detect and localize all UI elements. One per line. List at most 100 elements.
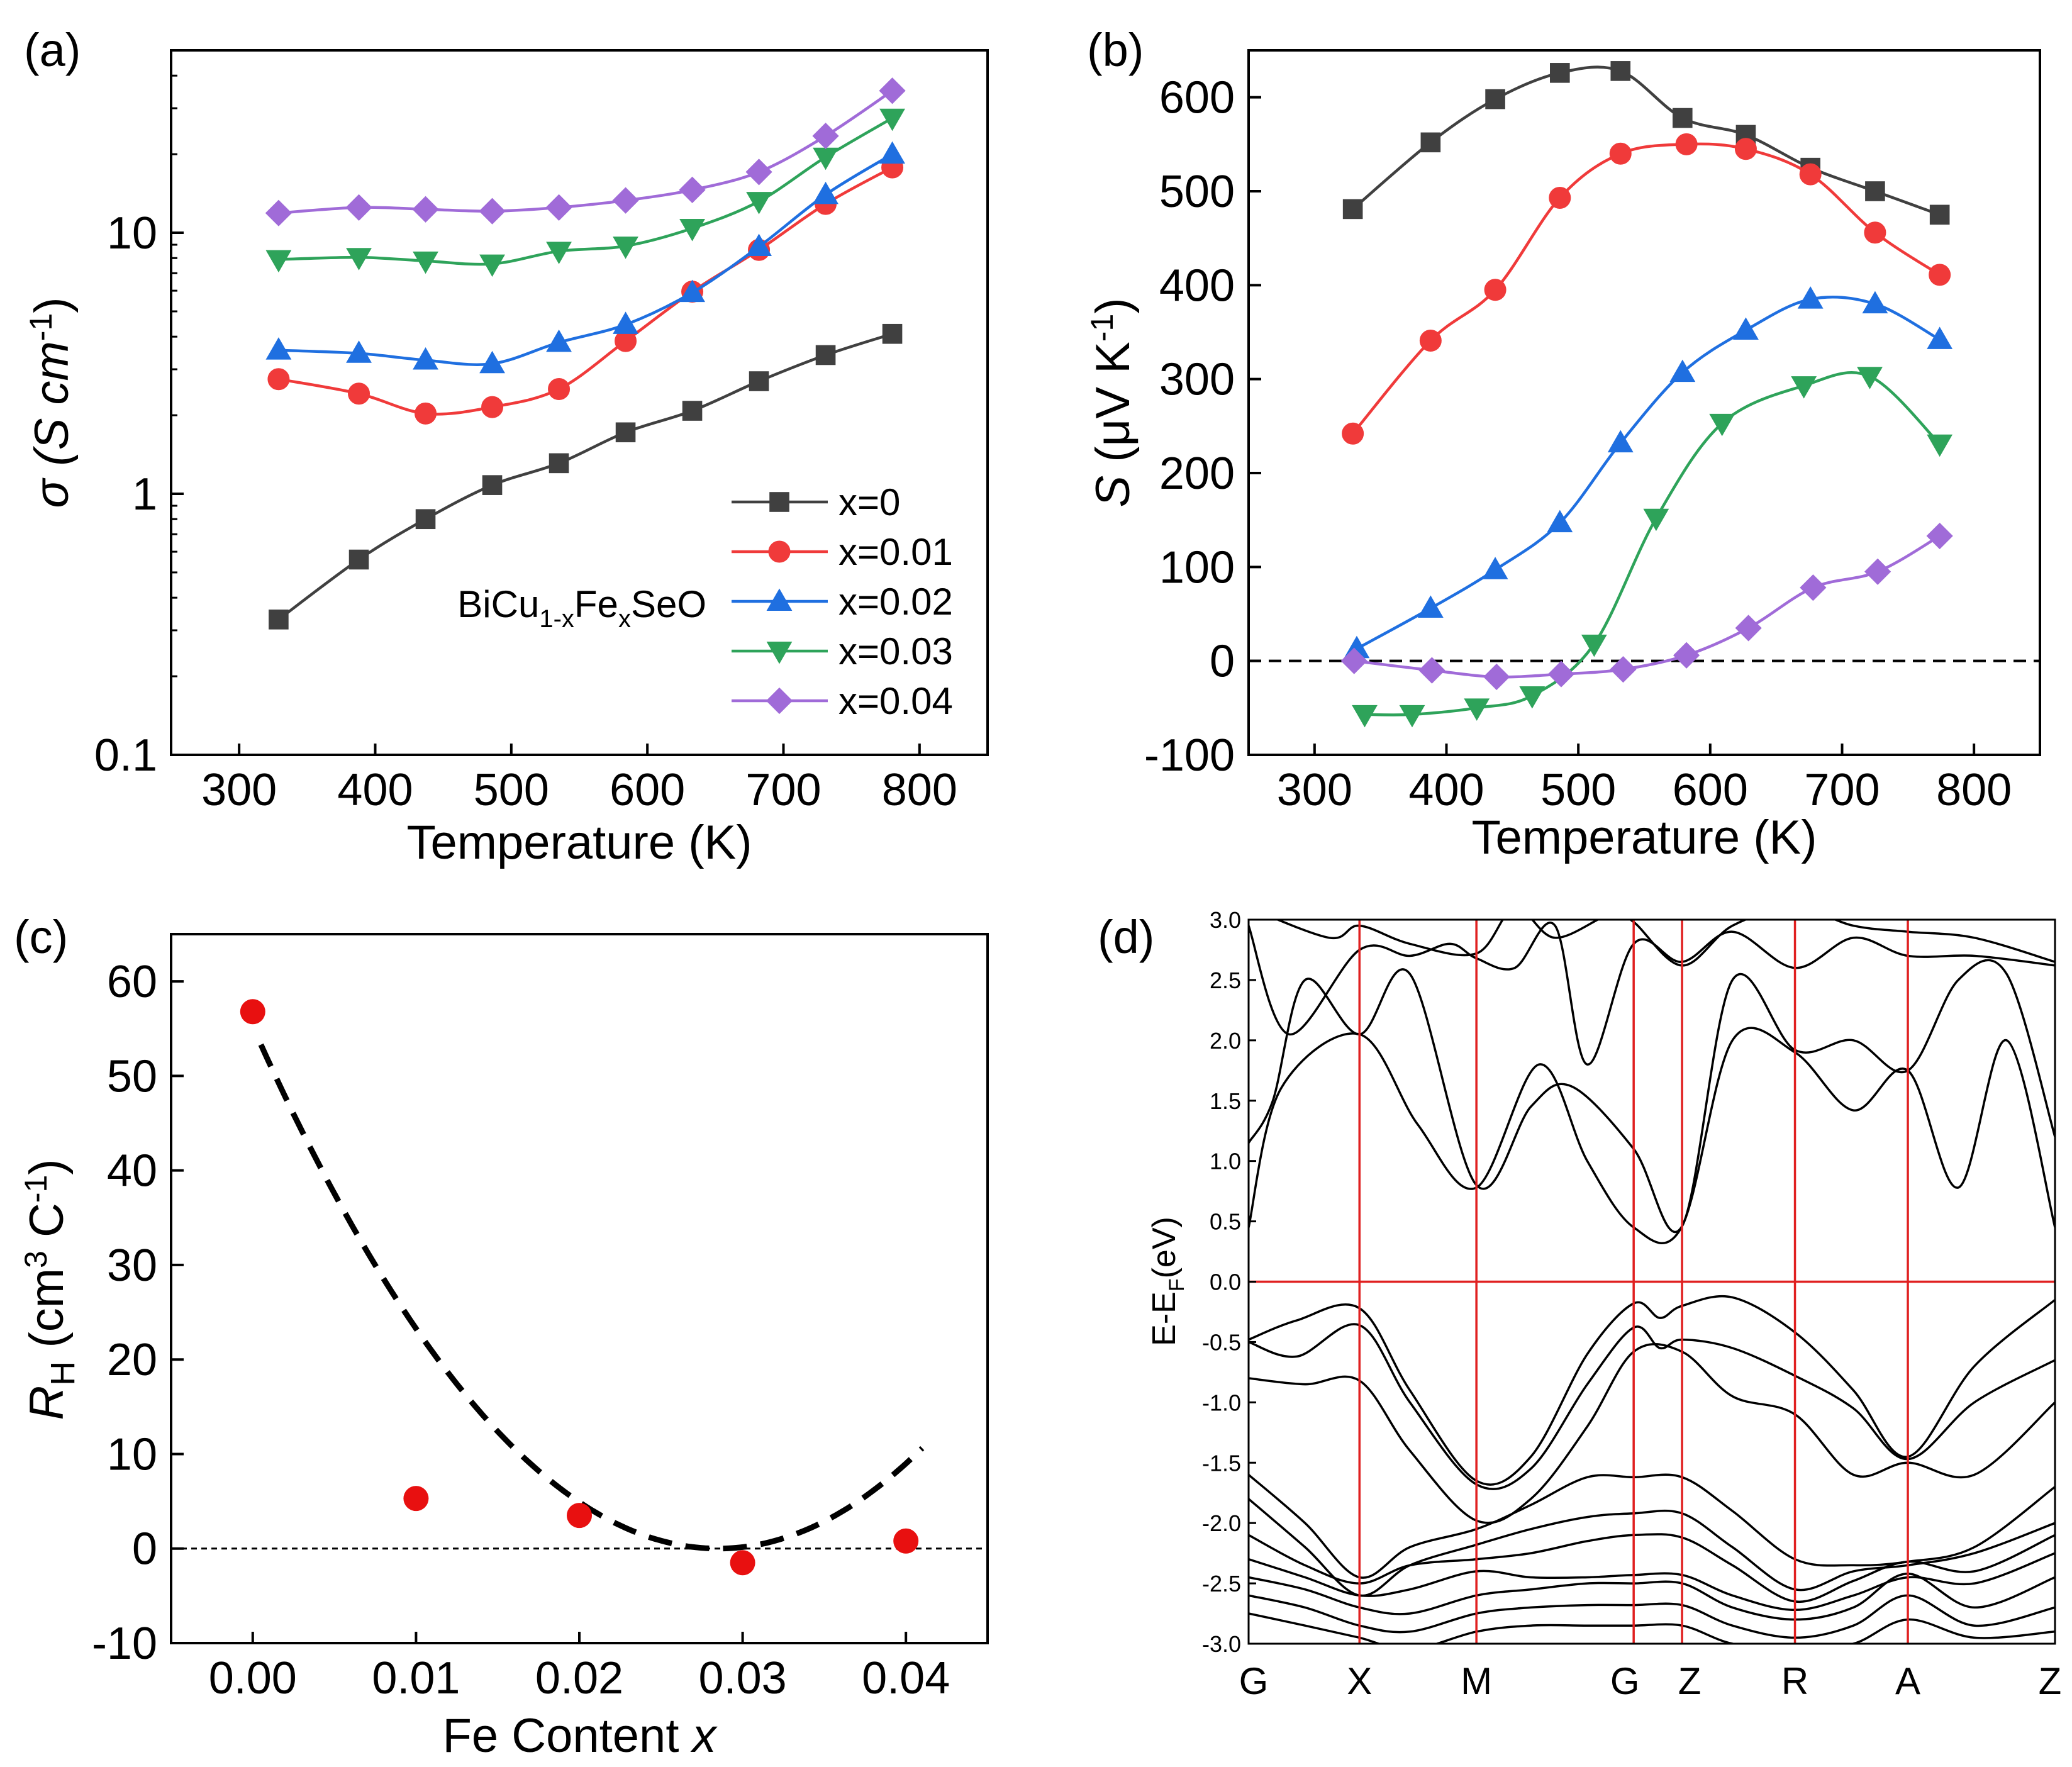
data-point-x=0.01: [1342, 422, 1364, 445]
k-point-label: G: [1239, 1660, 1269, 1702]
data-point-x=0.04: [1340, 647, 1367, 674]
series-line-x=0.02: [1356, 295, 1941, 650]
panel-b-ylabel: S (μV K-1): [1084, 298, 1140, 507]
data-point-x=0.03: [1464, 698, 1490, 721]
panel-c-ylabel-close: ): [20, 1159, 74, 1174]
data-point-x=0.04: [679, 176, 706, 203]
panel-a-ylabel: σ (S cm-1): [23, 297, 79, 508]
x-tick-label: 0.01: [372, 1653, 460, 1703]
x-tick-label: 800: [882, 765, 957, 815]
x-tick-label: 300: [1277, 765, 1352, 815]
data-point-x=0.04: [345, 194, 372, 221]
data-point: [893, 1528, 919, 1554]
panel-b-xlabel: Temperature (K): [1471, 811, 1817, 864]
y-tick-label: 300: [1159, 355, 1235, 405]
k-point-label: M: [1461, 1660, 1492, 1702]
data-point-x=0.01: [481, 396, 504, 418]
data-point-x=0.04: [479, 198, 506, 225]
data-point-x=0.02: [265, 337, 292, 360]
annotation-suffix: SeO: [631, 583, 706, 625]
legend-marker-x=0.03: [766, 642, 793, 664]
annotation-sub1: 1-x: [539, 605, 574, 633]
panel-c-ylabel-sub: H: [44, 1361, 82, 1386]
panel-b-ylabel-sup: -1: [1084, 314, 1120, 342]
data-point-x=0: [1550, 63, 1570, 83]
x-tick-label: 600: [610, 765, 685, 815]
k-point-label: R: [1781, 1660, 1808, 1702]
x-tick-label: 0.03: [699, 1653, 787, 1703]
data-point-x=0: [1929, 204, 1950, 225]
data-point-x=0.03: [1857, 367, 1883, 389]
panel-c-points: [240, 999, 919, 1576]
data-point-x=0: [1485, 89, 1505, 109]
legend-label: x=0: [838, 481, 900, 523]
series-line-x=0.01: [278, 166, 893, 416]
band-valence-1: [1249, 1295, 2055, 1486]
series-line-x=0: [1352, 65, 1941, 216]
panel-c-label: (c): [14, 911, 68, 963]
band-valence-2: [1249, 1323, 2055, 1490]
x-tick-label: 600: [1673, 765, 1748, 815]
panel-d-ylabel-sub: F: [1165, 1278, 1189, 1291]
y-tick-label: 400: [1159, 260, 1235, 311]
data-point-x=0.01: [1799, 163, 1822, 186]
data-point-x=0: [682, 401, 703, 421]
k-point-label: G: [1610, 1660, 1640, 1702]
data-point-x=0.04: [812, 122, 839, 150]
panel-a-annotation: BiCu1-xFexSeO: [457, 583, 706, 633]
k-point-label: Z: [2039, 1660, 2062, 1702]
data-point-x=0: [348, 549, 369, 570]
data-point-x=0.02: [1927, 326, 1953, 349]
series-line-x=0.04: [1354, 535, 1941, 679]
data-point-x=0.03: [1791, 376, 1817, 399]
data-point-x=0.03: [413, 251, 438, 274]
panel-d-ylabel-prefix: E-E: [1146, 1291, 1183, 1346]
y-tick-label: 200: [1159, 449, 1235, 499]
panel-c-ylabel: RH (cm3 C-1): [18, 1159, 82, 1420]
panel-b: (b) 300 400 500 600 700 800 -100 0 100 200 300 400 5…: [1084, 24, 2041, 864]
x-tick-label: 700: [745, 765, 821, 815]
y-tick-label: 0: [132, 1524, 157, 1575]
data-point-x=0.03: [1643, 508, 1669, 532]
k-point-label: X: [1347, 1660, 1372, 1702]
panel-b-label: (b): [1087, 24, 1144, 76]
panel-a-xlabel: Temperature (K): [406, 816, 752, 869]
panel-c-ylabel-mid: C: [20, 1203, 74, 1251]
series-line-x=0: [277, 332, 893, 621]
data-point-x=0.04: [1610, 655, 1637, 683]
panel-a-axes: 300 400 500 600 700 800 0.1 1 10: [94, 49, 957, 815]
data-point-x=0.01: [415, 402, 437, 425]
data-point-x=0.02: [813, 181, 838, 204]
panel-c-ylabel-main: (cm: [20, 1268, 74, 1361]
data-point-x=0.01: [267, 368, 290, 391]
x-tick-label: 400: [1408, 765, 1484, 815]
panel-a-frame: [170, 49, 989, 756]
data-point-x=0: [549, 453, 569, 474]
legend-marker-x=0.02: [766, 588, 793, 611]
panel-c-axes: 0.00 0.01 0.02 0.03 0.04 -10 0 10 20 30 40 50 60: [92, 957, 950, 1703]
panel-b-ylabel-symbol: S: [1086, 476, 1140, 508]
y-tick-label: -2.5: [1202, 1571, 1241, 1597]
panel-d-ylabel-suffix: (eV): [1146, 1217, 1183, 1278]
data-point-x=0.01: [1734, 138, 1757, 160]
data-point-x=0.02: [1482, 557, 1508, 579]
data-point-x=0.03: [679, 219, 705, 242]
panel-d-ylabel: E-EF(eV): [1146, 1217, 1189, 1346]
series-line-x=0.03: [1364, 371, 1941, 716]
data-point: [240, 999, 265, 1025]
data-point-x=0.04: [1673, 642, 1700, 669]
data-point-x=0.04: [745, 159, 772, 186]
y-tick-label: 60: [107, 957, 157, 1007]
data-point-x=0.01: [1419, 329, 1442, 352]
legend-label: x=0.04: [838, 680, 953, 722]
data-point-x=0.03: [1519, 686, 1546, 709]
x-tick-label: 500: [1540, 765, 1616, 815]
panel-a-label: (a): [24, 24, 81, 76]
data-point-x=0.02: [479, 350, 505, 374]
legend-marker-x=0.04: [766, 687, 793, 715]
panel-c-xlabel-var: x: [690, 1709, 718, 1763]
data-point: [567, 1503, 592, 1529]
data-point: [403, 1486, 429, 1512]
legend-label: x=0.01: [838, 531, 953, 573]
x-tick-label: 800: [1936, 765, 2012, 815]
